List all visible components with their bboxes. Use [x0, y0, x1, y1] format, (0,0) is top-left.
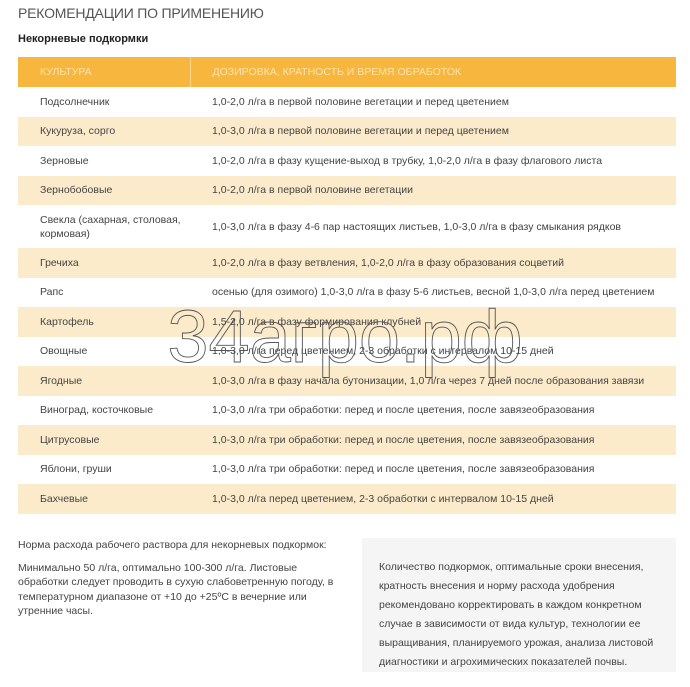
dosage-cell: 1,5-2,0 л/га в фазу формирования клубней [190, 307, 676, 337]
culture-cell: Яблони, груши [40, 463, 112, 476]
dosage-cell: 1,0-2,0 л/га в первой половине вегетации [190, 175, 676, 205]
table-row: Зерновые 1,0-2,0 л/га в фазу кущение-выхо… [18, 146, 676, 176]
culture-cell: Цитрусовые [18, 425, 190, 455]
page-title: РЕКОМЕНДАЦИИ ПО ПРИМЕНЕНИЮ [18, 5, 264, 21]
dosage-cell: 1,0-2,0 л/га в первой половине вегетации… [212, 95, 509, 108]
dosage-cell: 1,0-2,0 л/га в фазу кущение-выход в труб… [212, 154, 603, 167]
table-row: Кукуруза, сорго 1,0-3,0 л/га в первой пол… [18, 116, 676, 146]
culture-cell: Картофель [18, 307, 190, 337]
table-row: Картофель 1,5-2,0 л/га в фазу формировани… [18, 307, 676, 337]
dosage-cell: 1,0-3,0 л/га в первой половине вегетации… [190, 116, 676, 146]
table-row: Подсолнечник 1,0-2,0 л/га в первой полови… [18, 87, 676, 117]
table-row: Цитрусовые 1,0-3,0 л/га три обработки: пе… [18, 425, 676, 455]
culture-cell: Кукуруза, сорго [18, 116, 190, 146]
norm-text: Минимально 50 л/га, оптимально 100-300 л… [18, 561, 334, 618]
culture-cell: Подсолнечник [40, 95, 110, 108]
table-row: Ягодные 1,0-3,0 л/га в фазу начала бутони… [18, 366, 676, 396]
culture-cell: Овощные [40, 345, 88, 358]
culture-cell: Ягодные [18, 366, 190, 396]
table-row: Гречиха 1,0-2,0 л/га в фазу ветвления, 1,… [18, 248, 676, 278]
culture-cell: Зернобобовые [18, 175, 190, 205]
dosage-cell: 1,0-2,0 л/га в фазу ветвления, 1,0-2,0 л… [190, 248, 676, 278]
table-row: Свекла (сахарная, столовая, кормовая) 1,0… [18, 205, 676, 248]
table-row: Овощные 1,0-3,0 л/га перед цветением, 2-3… [18, 337, 676, 367]
dosage-cell: 1,0-3,0 л/га перед цветением, 2-3 обрабо… [212, 345, 554, 358]
dosage-cell: 1,0-3,0 л/га в фазу 4-6 пар настоящих ли… [212, 220, 621, 233]
table-row: Зернобобовые 1,0-2,0 л/га в первой полови… [18, 175, 676, 205]
header-culture: КУЛЬТУРА [18, 57, 191, 87]
culture-cell: Свекла (сахарная, столовая, кормовая) [40, 213, 181, 240]
dosage-cell: 1,0-3,0 л/га три обработки: перед и посл… [190, 425, 676, 455]
table-header: КУЛЬТУРА ДОЗИРОВКА, КРАТНОСТЬ И ВРЕМЯ ОБ… [18, 57, 676, 87]
culture-cell: Гречиха [18, 248, 190, 278]
note-box: Количество подкормок, оптимальные сроки … [362, 538, 676, 672]
table-row: Виноград, косточковые 1,0-3,0 л/га три об… [18, 396, 676, 426]
table-row: Яблони, груши 1,0-3,0 л/га три обработки:… [18, 455, 676, 485]
dosage-cell: осенью (для озимого) 1,0-3,0 л/га в фазу… [212, 286, 655, 299]
table-row: Бахчевые 1,0-3,0 л/га перед цветением, 2-… [18, 484, 676, 514]
norm-section: Норма расхода рабочего раствора для неко… [18, 538, 338, 619]
culture-cell: Зерновые [40, 154, 89, 167]
dosage-cell: 1,0-3,0 л/га в фазу начала бутонизации, … [190, 366, 676, 396]
section-title: Некорневые подкормки [18, 33, 149, 45]
culture-cell: Виноград, косточковые [40, 404, 154, 417]
norm-heading: Норма расхода рабочего раствора для неко… [18, 539, 327, 551]
culture-cell: Рапс [40, 286, 64, 299]
dosage-cell: 1,0-3,0 л/га перед цветением, 2-3 обрабо… [190, 484, 676, 514]
dosage-cell: 1,0-3,0 л/га три обработки: перед и посл… [212, 404, 595, 417]
note-text: Количество подкормок, оптимальные сроки … [379, 561, 654, 668]
culture-cell: Бахчевые [18, 484, 190, 514]
table-row: Рапс осенью (для озимого) 1,0-3,0 л/га в … [18, 278, 676, 308]
recommendations-table: КУЛЬТУРА ДОЗИРОВКА, КРАТНОСТЬ И ВРЕМЯ ОБ… [18, 57, 676, 514]
dosage-cell: 1,0-3,0 л/га три обработки: перед и посл… [212, 463, 595, 476]
header-dosage: ДОЗИРОВКА, КРАТНОСТЬ И ВРЕМЯ ОБРАБОТОК [190, 57, 676, 87]
